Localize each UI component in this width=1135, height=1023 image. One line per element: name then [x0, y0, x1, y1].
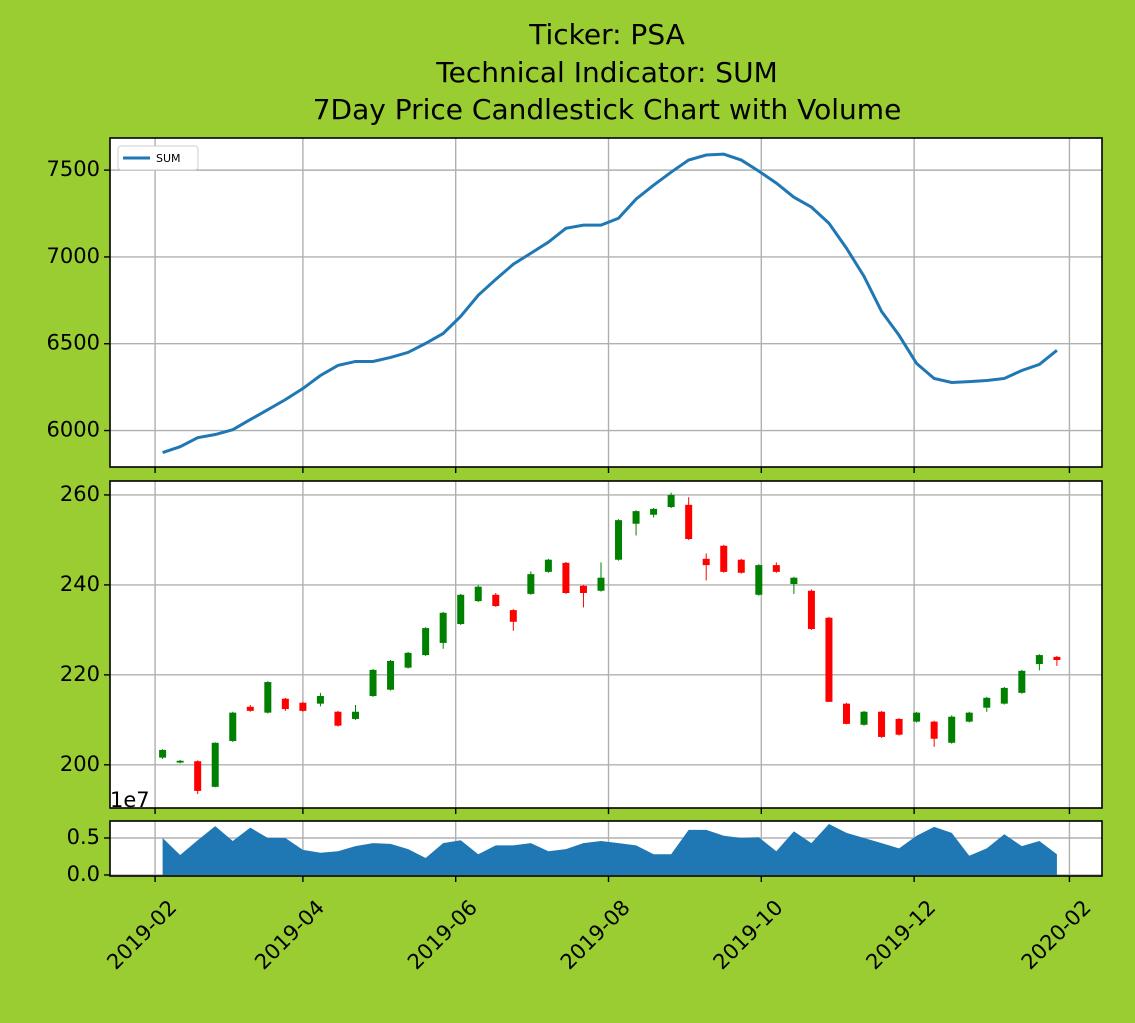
candle-body	[544, 559, 552, 572]
plot-frame	[109, 137, 1103, 468]
candle-body	[702, 558, 710, 566]
legend-label: SUM	[156, 152, 181, 165]
y-tick-label: 240	[60, 572, 100, 596]
candle-body	[1035, 655, 1043, 665]
candle-body	[895, 718, 903, 735]
candle-body	[615, 520, 623, 560]
candle-body	[562, 562, 570, 593]
x-tick-label: 2019-04	[250, 895, 329, 974]
y-tick-label: 200	[60, 752, 100, 776]
y-tick-label: 0.0	[67, 862, 100, 886]
candle-body	[281, 698, 289, 710]
x-tick-label: 2019-02	[102, 895, 181, 974]
plot-frame	[109, 820, 1103, 877]
chart-subtitle: 7Day Price Candlestick Chart with Volume	[313, 93, 902, 126]
candle-body	[825, 617, 833, 702]
axis-offset-label: 1e7	[110, 788, 150, 812]
candle-body	[404, 652, 412, 668]
candle-body	[860, 711, 868, 725]
candle-body	[492, 594, 500, 607]
candle-body	[351, 711, 359, 719]
candle-body	[930, 721, 938, 739]
candle-body	[1053, 656, 1061, 661]
candle-body	[755, 565, 763, 595]
x-tick-label: 2019-06	[403, 895, 482, 974]
candle-body	[948, 716, 956, 743]
candle-body	[579, 585, 587, 593]
candle-body	[685, 504, 693, 540]
x-tick-label: 2019-12	[861, 895, 940, 974]
candle-body	[650, 508, 658, 515]
legend-box	[117, 145, 199, 171]
candle-body	[1018, 670, 1026, 693]
candle-body	[176, 760, 184, 763]
candle-body	[667, 494, 675, 508]
candle-body	[913, 712, 921, 722]
y-tick-label: 6000	[47, 418, 100, 442]
candle-body	[878, 711, 886, 737]
candle-body	[457, 594, 465, 625]
candle-body	[246, 706, 254, 711]
line-series	[162, 152, 1058, 455]
candle-body	[1000, 687, 1008, 704]
plot-area	[110, 138, 1102, 467]
candle-body	[422, 628, 430, 656]
candle-body	[387, 660, 395, 690]
x-tick-label: 2019-10	[709, 895, 788, 974]
candle-body	[299, 702, 307, 711]
candle-body	[965, 712, 973, 722]
y-tick-label: 7000	[47, 244, 100, 268]
candle-body	[264, 682, 272, 713]
candle-body	[316, 696, 324, 704]
area-series	[162, 823, 1057, 875]
candle-body	[211, 742, 219, 787]
chart-subtitle: Technical Indicator: SUM	[435, 56, 777, 89]
candle-body	[334, 711, 342, 726]
x-tick-label: 2020-02	[1017, 895, 1096, 974]
y-tick-label: 6500	[47, 331, 100, 355]
plot-area	[110, 481, 1102, 808]
candle-body	[194, 761, 202, 791]
candle-body	[720, 545, 728, 572]
candle-body	[842, 703, 850, 724]
y-tick-label: 220	[60, 662, 100, 686]
candle-body	[772, 565, 780, 572]
candle-body	[229, 712, 237, 741]
candle-body	[737, 559, 745, 573]
candle-body	[632, 511, 640, 524]
candle-body	[439, 612, 447, 643]
y-tick-label: 0.5	[67, 825, 100, 849]
candle-body	[983, 697, 991, 708]
candle-body	[790, 577, 798, 585]
candle-body	[159, 749, 167, 758]
candle-body	[369, 669, 377, 697]
chart-title: Ticker: PSA	[528, 18, 685, 51]
title-block: Ticker: PSA Technical Indicator: SUM 7Da…	[313, 18, 902, 126]
candle-body	[509, 610, 517, 622]
candle-body	[527, 574, 535, 594]
x-tick-label: 2019-08	[556, 895, 635, 974]
candle-body	[474, 586, 482, 602]
y-tick-label: 260	[60, 482, 100, 506]
plot-frame	[109, 480, 1103, 809]
y-tick-label: 7500	[47, 157, 100, 181]
candle-body	[807, 590, 815, 629]
candle-body	[597, 577, 605, 591]
